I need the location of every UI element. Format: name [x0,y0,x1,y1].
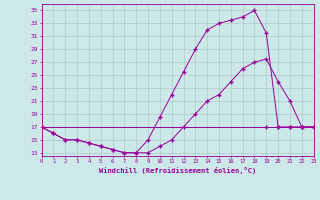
X-axis label: Windchill (Refroidissement éolien,°C): Windchill (Refroidissement éolien,°C) [99,167,256,174]
